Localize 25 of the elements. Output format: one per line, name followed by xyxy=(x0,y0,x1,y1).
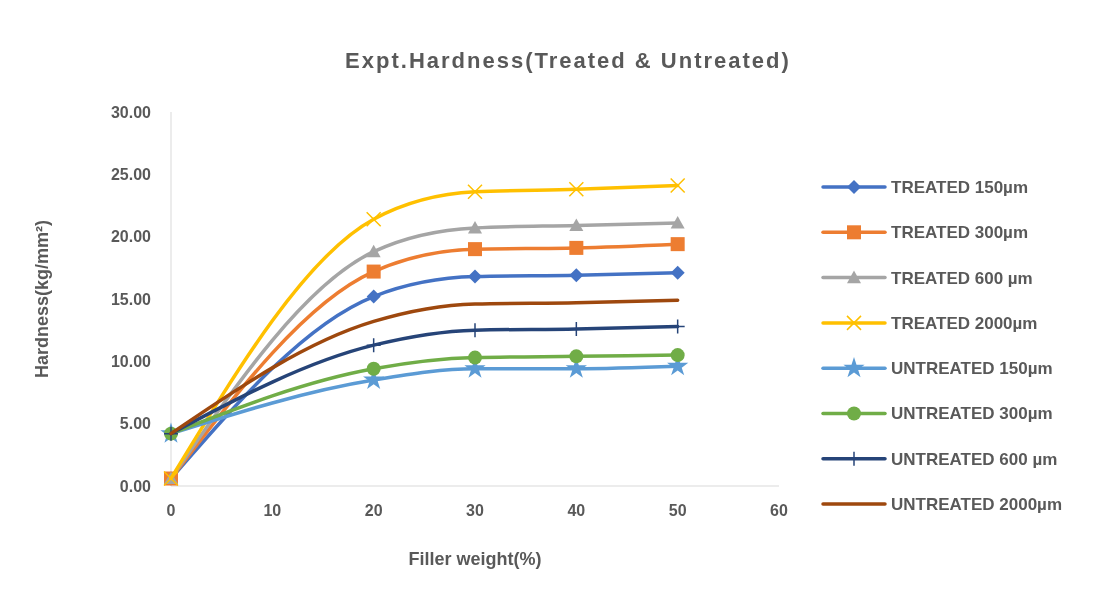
x-axis-title: Filler weight(%) xyxy=(408,549,542,569)
y-tick-label: 20.00 xyxy=(110,228,152,246)
legend-label: UNTREATED 600 µm xyxy=(891,449,1058,469)
y-tick-label: 0.00 xyxy=(119,477,152,495)
legend-label: TREATED 2000µm xyxy=(891,313,1038,333)
y-tick-label: 30.00 xyxy=(110,103,152,121)
y-tick-label: 5.00 xyxy=(119,415,152,433)
x-tick-label: 50 xyxy=(668,502,687,519)
legend-label: UNTREATED 2000µm xyxy=(891,495,1063,515)
y-tick-label: 10.00 xyxy=(110,352,152,370)
chart-title: Expt.Hardness(Treated & Untreated) xyxy=(345,48,791,73)
x-tick-label: 30 xyxy=(466,502,484,519)
x-tick-label: 20 xyxy=(364,502,383,519)
legend-label: TREATED 150µm xyxy=(891,177,1029,197)
x-tick-label: 60 xyxy=(770,502,788,519)
x-tick-label: 40 xyxy=(567,502,586,519)
legend-label: UNTREATED 150µm xyxy=(891,359,1053,379)
legend-label: UNTREATED 300µm xyxy=(891,404,1053,424)
x-tick-label: 0 xyxy=(166,502,176,519)
y-tick-label: 25.00 xyxy=(110,165,152,183)
legend-label: TREATED 600 µm xyxy=(891,268,1033,288)
legend-label: TREATED 300µm xyxy=(891,223,1029,243)
y-axis-title: Hardness(kg/mm²) xyxy=(32,219,52,379)
x-tick-label: 10 xyxy=(263,502,282,519)
y-tick-label: 15.00 xyxy=(110,290,152,308)
